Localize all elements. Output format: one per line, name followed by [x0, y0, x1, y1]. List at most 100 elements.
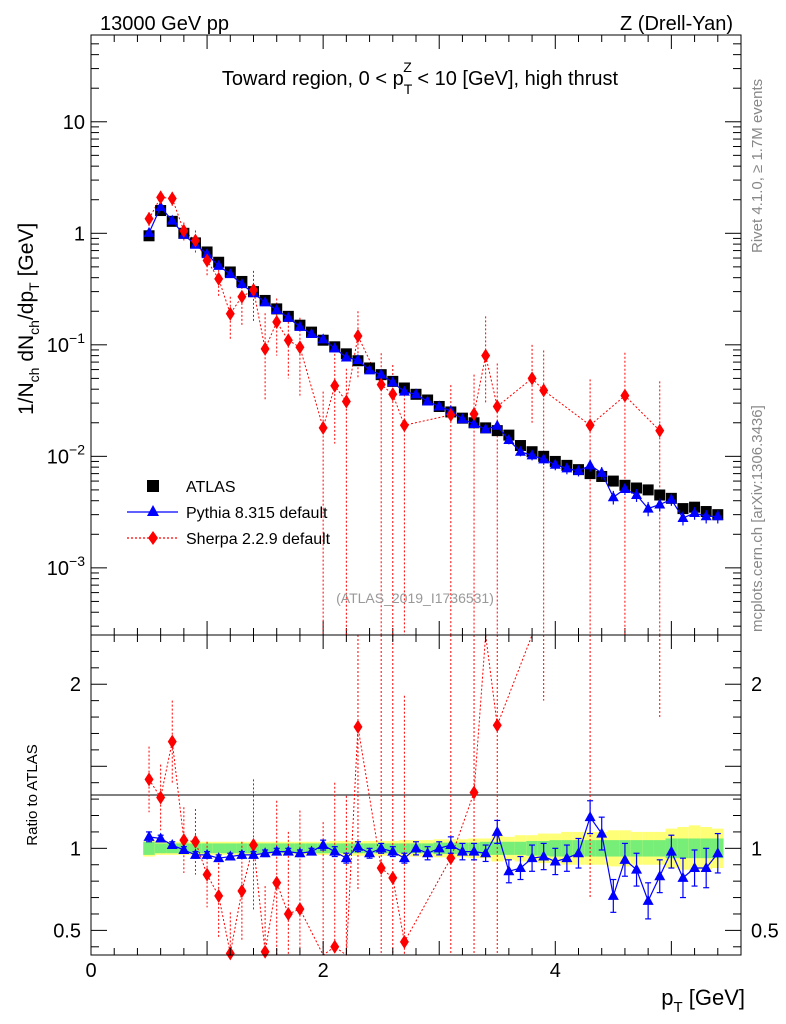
sherpa-point [237, 289, 247, 304]
x-tick-label: 2 [318, 960, 329, 982]
sherpa-point [388, 387, 398, 402]
ratio-axis-ticks: 2 2 1 1 0.5 0.5 [53, 634, 779, 955]
sherpa-point [167, 191, 177, 206]
legend-sherpa: Sherpa 2.2.9 default [186, 531, 331, 548]
x-axis-tick-labels: 0 2 4 [85, 960, 560, 982]
pythia-ratio-point [224, 850, 236, 861]
sherpa-ratio-point [330, 939, 340, 954]
ratio-tick-label: 2 [70, 674, 81, 696]
sherpa-ratio-point [237, 884, 247, 898]
pythia-ratio-point [665, 845, 677, 856]
ratio-band-inner [607, 840, 620, 857]
sherpa-point [376, 377, 386, 392]
pythia-point [665, 493, 677, 504]
sherpa-point [539, 383, 549, 398]
atlas-point [654, 489, 666, 501]
atlas-point [631, 482, 643, 494]
pythia-point [654, 498, 666, 509]
pythia-point [642, 502, 654, 513]
y-tick-label: 10−1 [47, 330, 85, 357]
sherpa-point [295, 340, 305, 355]
pythia-point [329, 342, 341, 353]
pythia-ratio-point [433, 842, 445, 853]
atlas-point [514, 440, 526, 452]
main-plot: 10 1 10−1 10−2 10−3 Toward region, 0 < pTZ <… [15, 34, 742, 636]
sherpa-point [446, 407, 456, 422]
ratio-band-inner [154, 843, 167, 854]
atlas-point [642, 484, 654, 496]
pythia-point [596, 466, 608, 477]
pythia-point [306, 328, 318, 339]
ratio-band-inner [201, 843, 213, 854]
x-axis-label: pT [GeV] [661, 985, 745, 1016]
pythia-ratio-point [166, 839, 178, 850]
sherpa-ratio-point [492, 718, 502, 733]
pythia-point [456, 413, 468, 424]
sherpa-ratio-point [272, 875, 282, 890]
ratio-band-inner [236, 843, 248, 854]
ratio-series [143, 634, 724, 961]
pythia-point [387, 376, 399, 387]
sherpa-point [260, 341, 270, 356]
pythia-point [433, 400, 445, 411]
sherpa-ratio-point [202, 867, 212, 882]
pythia-ratio-point [700, 862, 712, 873]
pythia-point [631, 489, 643, 500]
ratio-tick-label: 0.5 [53, 920, 81, 942]
pythia-ratio-point [503, 865, 515, 876]
main-series [143, 190, 724, 635]
y-tick-label: 10 [63, 112, 85, 134]
pythia-ratio-point [712, 847, 724, 858]
ratio-band-inner [653, 840, 666, 857]
legend-pythia-marker [147, 505, 159, 516]
pythia-point [398, 385, 410, 396]
pythia-point [213, 259, 225, 270]
pythia-point [700, 510, 712, 521]
pythia-point [271, 304, 283, 315]
sherpa-ratio-point [144, 772, 154, 787]
pythia-point [677, 511, 689, 522]
pythia-ratio-point [271, 845, 283, 856]
y-tick-label: 10−3 [47, 553, 85, 580]
pythia-point [573, 464, 584, 475]
pythia-ratio-point [352, 840, 364, 851]
pythia-point [422, 395, 434, 406]
pythia-ratio-point [596, 827, 608, 838]
legend-atlas: ATLAS [186, 479, 236, 496]
sherpa-ratio-point [249, 838, 258, 853]
pythia-ratio-point [480, 847, 492, 858]
pythia-ratio-point [155, 832, 167, 843]
pythia-point [294, 320, 306, 331]
pythia-ratio-point [306, 845, 318, 856]
pythia-ratio-point [248, 848, 259, 859]
pythia-ratio-point [445, 839, 457, 850]
sherpa-ratio-point [295, 902, 305, 917]
pythia-point [166, 214, 178, 225]
sherpa-point [492, 399, 502, 414]
sherpa-ratio-point [376, 861, 386, 876]
pythia-point [480, 423, 492, 434]
pythia-ratio-point [677, 871, 689, 882]
atlas-point [607, 475, 619, 487]
pythia-ratio-point [294, 847, 306, 858]
sherpa-point [318, 420, 328, 435]
pythia-point [410, 388, 422, 399]
ratio-tick-label-right: 0.5 [751, 920, 779, 942]
ratio-tick-label-right: 2 [751, 674, 762, 696]
pythia-point [236, 278, 248, 289]
pythia-ratio-point [631, 863, 643, 874]
legend-pythia: Pythia 8.315 default [186, 505, 328, 522]
pythia-point [340, 351, 352, 362]
atlas-point [677, 503, 689, 515]
pythia-ratio-point [398, 852, 410, 863]
sherpa-ratio-point [179, 833, 189, 848]
pythia-ratio-point [491, 825, 503, 836]
watermark: (ATLAS_2019_I1736531) [336, 590, 494, 606]
sherpa-ratio-point [156, 790, 166, 805]
sherpa-ratio-point [399, 934, 409, 949]
pythia-point [259, 296, 271, 307]
sherpa-ratio-point [260, 944, 270, 959]
legend-sherpa-marker [148, 531, 158, 545]
x-tick-label: 4 [550, 960, 561, 982]
